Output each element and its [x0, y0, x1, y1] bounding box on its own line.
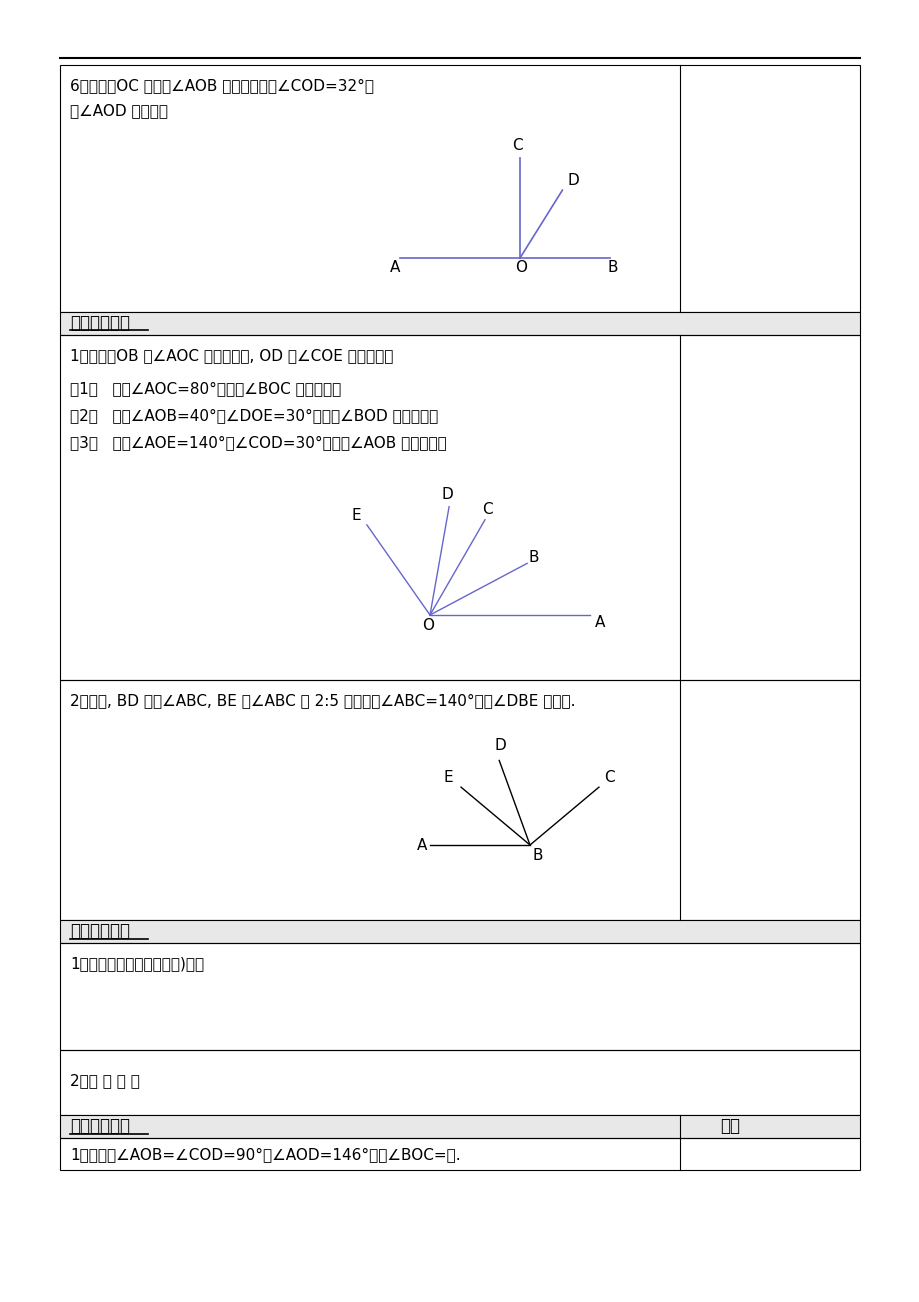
Text: 1．你学会的（知识、方法)有：: 1．你学会的（知识、方法)有：: [70, 956, 204, 971]
Text: 2、如图, BD 平分∠ABC, BE 分∠ABC 分 2:5 两部分，∠ABC=140°，求∠DBE 的度数.: 2、如图, BD 平分∠ABC, BE 分∠ABC 分 2:5 两部分，∠ABC…: [70, 693, 575, 708]
Text: B: B: [528, 551, 539, 565]
Text: （3）   如果∠AOE=140°，∠COD=30°，那么∠AOB 是多少度？: （3） 如果∠AOE=140°，∠COD=30°，那么∠AOB 是多少度？: [70, 435, 447, 450]
Text: B: B: [532, 848, 543, 863]
Text: E: E: [443, 771, 452, 785]
Text: 四．自我检测: 四．自我检测: [70, 1117, 130, 1135]
Text: A: A: [595, 615, 605, 630]
Text: 三．学后反思: 三．学后反思: [70, 922, 130, 940]
Text: 订正: 订正: [720, 1117, 739, 1135]
FancyBboxPatch shape: [60, 921, 859, 943]
Text: C: C: [482, 501, 492, 517]
Text: D: D: [567, 173, 579, 189]
Text: 1、如图，OB 是∠AOC 的平分线，, OD 是∠COE 的平分线，: 1、如图，OB 是∠AOC 的平分线，, OD 是∠COE 的平分线，: [70, 348, 393, 363]
Text: D: D: [441, 487, 452, 503]
Text: O: O: [515, 260, 527, 275]
Text: B: B: [607, 260, 618, 275]
Text: （2）   如果∠AOB=40°，∠DOE=30°，那么∠BOD 是多少度？: （2） 如果∠AOB=40°，∠DOE=30°，那么∠BOD 是多少度？: [70, 408, 437, 423]
Text: 1、如图，∠AOB=∠COD=90°，∠AOD=146°，则∠BOC=＿.: 1、如图，∠AOB=∠COD=90°，∠AOD=146°，则∠BOC=＿.: [70, 1147, 460, 1161]
FancyBboxPatch shape: [60, 1115, 859, 1138]
Text: 二．范例分析: 二．范例分析: [70, 314, 130, 332]
Text: C: C: [603, 771, 614, 785]
Text: O: O: [422, 618, 434, 633]
Text: 6、如图，OC 是平角∠AOB 的角平分线，∠COD=32°，: 6、如图，OC 是平角∠AOB 的角平分线，∠COD=32°，: [70, 78, 374, 92]
Text: 2．注 意 点 有: 2．注 意 点 有: [70, 1073, 140, 1088]
Text: A: A: [416, 838, 427, 853]
Text: （1）   如果∠AOC=80°，那么∠BOC 是多少度？: （1） 如果∠AOC=80°，那么∠BOC 是多少度？: [70, 381, 341, 396]
Text: E: E: [351, 508, 360, 522]
Text: C: C: [511, 138, 522, 154]
Text: 求∠AOD 的度数。: 求∠AOD 的度数。: [70, 103, 168, 118]
Text: A: A: [390, 260, 400, 275]
Text: D: D: [494, 738, 505, 754]
FancyBboxPatch shape: [60, 312, 859, 335]
